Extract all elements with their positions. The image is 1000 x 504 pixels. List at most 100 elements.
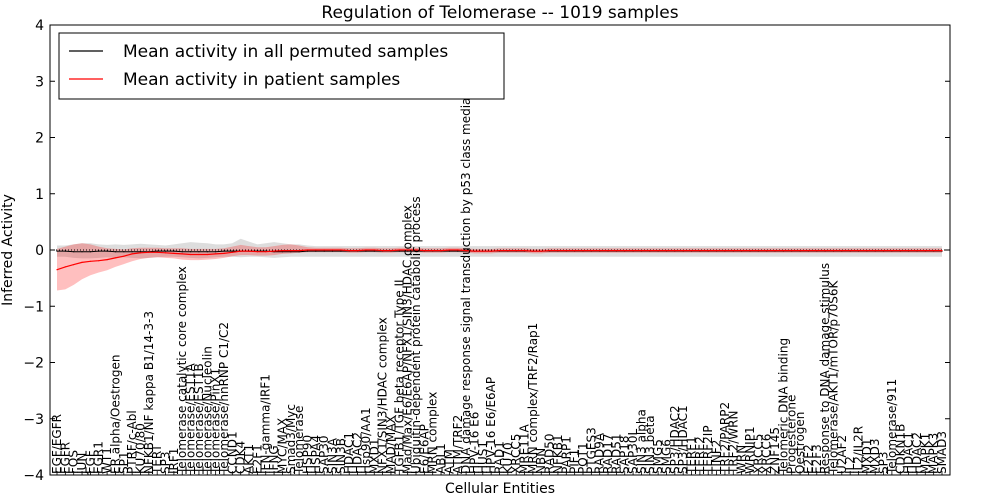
x-tick-label-70: SIN3 alpha: [634, 409, 648, 474]
x-tick-label-23: AKT1: [242, 444, 256, 474]
data-point-s1-82: [741, 250, 743, 252]
x-tick-label-21: CCND1: [225, 431, 239, 474]
x-tick-label-55: XRCC5: [509, 434, 523, 474]
x-tick-label-103: HDAC2: [910, 432, 924, 474]
data-point-s1-52: [490, 250, 492, 252]
data-point-s1-46: [440, 250, 442, 252]
data-point-s1-32: [323, 249, 325, 251]
x-tick-label-39: NFX1/SIN3/HDAC complex: [376, 317, 390, 474]
data-point-s0-38: [373, 250, 375, 252]
x-tick-label-2: FOS: [67, 450, 81, 474]
y-tick-label-5: 1: [35, 187, 44, 203]
x-tick-label-4: EGF: [83, 450, 97, 474]
data-point-s1-90: [807, 250, 810, 252]
x-tick-label-31: HSPA4: [309, 435, 323, 474]
data-point-s0-43: [415, 250, 417, 252]
data-point-s1-100: [891, 250, 893, 252]
legend: Mean activity in all permuted samples Me…: [58, 32, 505, 100]
data-point-s1-95: [849, 250, 851, 252]
legend-label-patient: Mean activity in patient samples: [123, 70, 400, 90]
data-point-s1-62: [574, 250, 576, 252]
data-point-s1-105: [933, 250, 935, 252]
data-point-s1-29: [298, 250, 300, 252]
x-tick-label-62: PIF1: [568, 449, 582, 474]
data-point-s0-9: [131, 251, 133, 253]
data-point-s1-93: [832, 250, 835, 252]
data-point-s0-6: [106, 250, 108, 252]
data-point-s1-57: [532, 250, 534, 252]
data-point-s0-31: [315, 250, 317, 252]
data-point-s0-47: [448, 250, 450, 252]
x-tick-label-34: SIN3B: [334, 438, 348, 474]
x-tick-label-64: PTGES3: [584, 427, 598, 474]
data-point-s0-17: [198, 251, 200, 253]
x-tick-label-12: TERT: [150, 444, 164, 475]
x-tick-label-41: TGFB1/TGF beta receptor Type II: [392, 279, 406, 475]
x-tick-label-68: SAP18: [618, 435, 632, 474]
data-point-s1-31: [315, 249, 317, 251]
x-tick-label-8: SP1: [117, 452, 131, 475]
data-point-s1-8: [123, 255, 125, 257]
x-tick-label-40: MAD/MAX: [384, 415, 398, 474]
x-tick-label-99: SP3: [877, 452, 891, 475]
data-point-s0-15: [181, 251, 183, 253]
data-point-s1-28: [290, 250, 292, 252]
data-point-s1-86: [774, 250, 776, 252]
x-tick-label-100: Telomerase/911: [885, 379, 899, 475]
x-tick-label-92: Response to DNA damage stimulus: [818, 263, 832, 474]
data-point-s1-77: [699, 250, 701, 252]
x-tick-label-80: TRF2/PARP2: [718, 402, 732, 475]
x-tick-label-17: Telomerase/EST1B: [192, 363, 206, 475]
data-point-s1-74: [674, 250, 676, 252]
data-point-s1-68: [624, 250, 626, 252]
data-point-s0-8: [123, 251, 125, 253]
x-tick-label-102: HDAC1: [902, 432, 916, 474]
data-point-s1-58: [540, 250, 542, 252]
x-tick-label-88: Progesterone: [785, 395, 799, 474]
data-point-s1-106: [941, 250, 943, 252]
data-point-s1-84: [757, 250, 759, 252]
data-point-s1-56: [523, 250, 526, 252]
data-point-s1-61: [565, 250, 567, 252]
legend-box: [58, 32, 505, 100]
x-tick-label-81: TRF2/WRN: [726, 411, 740, 475]
x-tick-label-98: MXD3: [868, 439, 882, 474]
data-point-s1-5: [98, 260, 100, 262]
x-tick-label-18: Telomerase/Nucleolin: [200, 346, 214, 475]
x-tick-label-77: TERF2: [693, 436, 707, 475]
x-tick-label-20: Telomerase/hnRNP C1/C2: [217, 322, 231, 475]
data-point-s1-10: [139, 252, 142, 254]
x-tick-label-85: XRCC6: [760, 434, 774, 474]
data-point-s1-88: [791, 250, 793, 252]
data-point-s1-24: [256, 251, 258, 253]
data-point-s1-41: [398, 249, 400, 251]
x-tick-label-28: Smad3/Myc: [284, 404, 298, 474]
data-point-s0-12: [156, 250, 158, 252]
data-point-s1-78: [707, 250, 709, 252]
data-point-s1-51: [482, 250, 484, 252]
data-point-s0-19: [215, 251, 217, 253]
data-point-s0-37: [365, 250, 367, 252]
data-point-s1-40: [390, 250, 392, 252]
x-tick-label-38: MXD1: [367, 439, 381, 474]
data-point-s1-80: [724, 250, 726, 252]
y-tick-label-2: −2: [23, 356, 44, 372]
data-point-s0-3: [81, 251, 83, 253]
data-point-s1-54: [507, 250, 509, 252]
x-tick-label-37: Hsp90/AA1: [359, 407, 373, 474]
data-point-s1-19: [215, 253, 217, 255]
x-tick-label-76: TERF1: [685, 436, 699, 475]
x-tick-label-75: SP3/HDAC1: [676, 405, 690, 474]
x-tick-label-11: NFKB1/NF kappa B1/14-3-3: [142, 311, 156, 474]
data-point-s1-94: [841, 250, 843, 252]
x-tick-label-89: Oestrogen: [793, 412, 807, 474]
data-point-s1-18: [206, 253, 208, 256]
x-tick-label-15: Telomerase catalytic core complex: [175, 266, 189, 475]
x-tick-label-19: Telomerase/PinX1: [209, 368, 223, 475]
data-point-s1-15: [181, 253, 183, 255]
data-point-s1-39: [382, 250, 384, 252]
x-tick-label-48: ATM/TRF2: [451, 415, 465, 474]
data-point-s1-48: [457, 249, 459, 251]
data-point-s1-76: [690, 250, 693, 252]
